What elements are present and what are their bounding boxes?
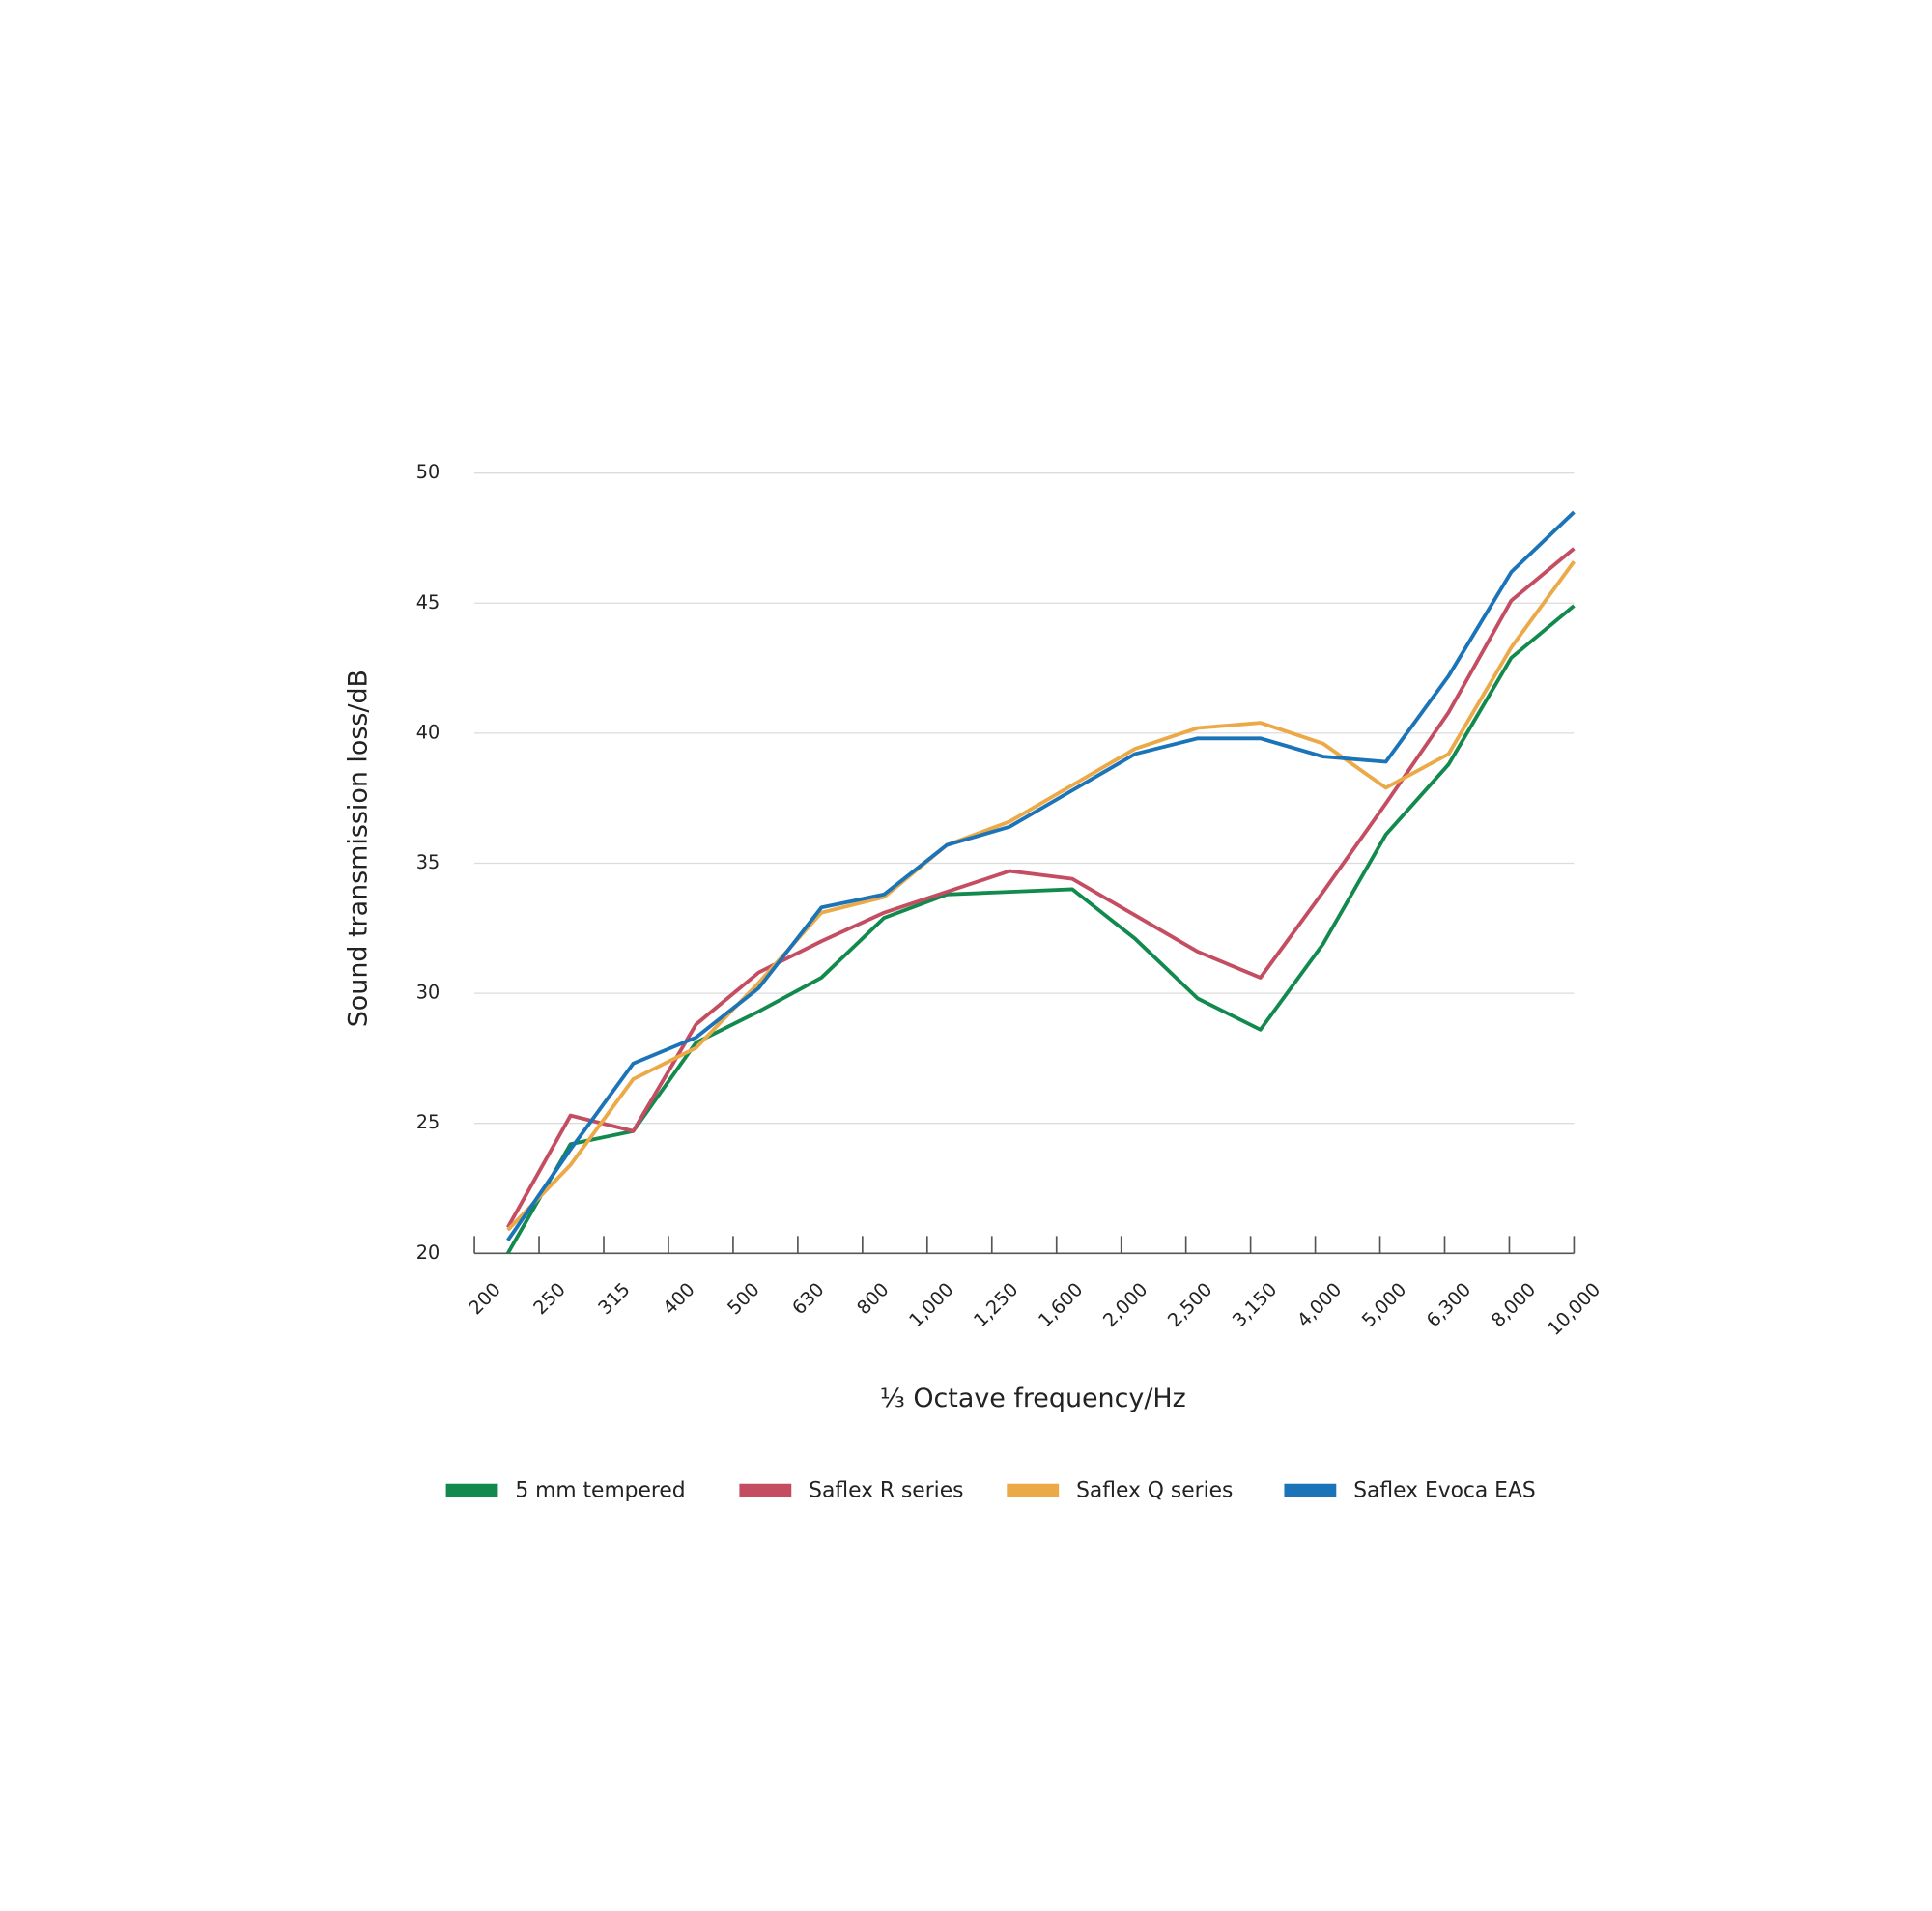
x-tick-label: 400 bbox=[658, 1278, 698, 1319]
legend-swatch bbox=[739, 1483, 792, 1497]
x-tick-label: 2,500 bbox=[1163, 1278, 1216, 1331]
x-axis-label: ⅓ Octave frequency/Hz bbox=[880, 1383, 1186, 1413]
x-tick-label: 250 bbox=[529, 1278, 570, 1319]
x-tick-label: 4,000 bbox=[1293, 1278, 1346, 1331]
x-tick-label: 1,600 bbox=[1034, 1278, 1087, 1331]
series-line bbox=[506, 547, 1576, 1229]
y-axis-label: Sound transmission loss/dB bbox=[343, 670, 373, 1027]
y-tick-label: 50 bbox=[416, 461, 440, 483]
x-tick-label: 3,150 bbox=[1228, 1278, 1281, 1331]
y-tick-label: 40 bbox=[416, 721, 440, 743]
x-tick-label: 5,000 bbox=[1357, 1278, 1410, 1331]
legend-label: 5 mm tempered bbox=[515, 1478, 685, 1502]
legend-swatch bbox=[1007, 1483, 1060, 1497]
legend-swatch bbox=[445, 1483, 498, 1497]
x-tick-label: 315 bbox=[594, 1278, 635, 1319]
y-tick-label: 45 bbox=[416, 591, 440, 613]
series-line bbox=[506, 560, 1576, 1232]
x-tick-label: 1,250 bbox=[969, 1278, 1022, 1331]
x-tick-label: 1,000 bbox=[904, 1278, 957, 1331]
y-tick-label: 30 bbox=[416, 982, 440, 1004]
y-tick-label: 35 bbox=[416, 851, 440, 873]
x-tick-label: 6,300 bbox=[1422, 1278, 1475, 1331]
legend-label: Saflex Evoca EAS bbox=[1353, 1478, 1535, 1502]
legend-label: Saflex R series bbox=[809, 1478, 963, 1502]
x-tick-label: 630 bbox=[787, 1278, 828, 1319]
y-tick-label: 20 bbox=[416, 1241, 440, 1264]
legend-swatch bbox=[1284, 1483, 1337, 1497]
x-tick-label: 800 bbox=[852, 1278, 893, 1319]
series-line bbox=[506, 604, 1576, 1255]
x-tick-label: 500 bbox=[723, 1278, 763, 1319]
x-tick-label: 2,000 bbox=[1098, 1278, 1151, 1331]
x-tick-label: 8,000 bbox=[1487, 1278, 1540, 1331]
x-tick-label: 200 bbox=[465, 1278, 505, 1319]
legend-label: Saflex Q series bbox=[1076, 1478, 1233, 1502]
x-tick-label: 10,000 bbox=[1543, 1278, 1605, 1340]
y-tick-label: 25 bbox=[416, 1111, 440, 1133]
series-line bbox=[506, 510, 1576, 1241]
